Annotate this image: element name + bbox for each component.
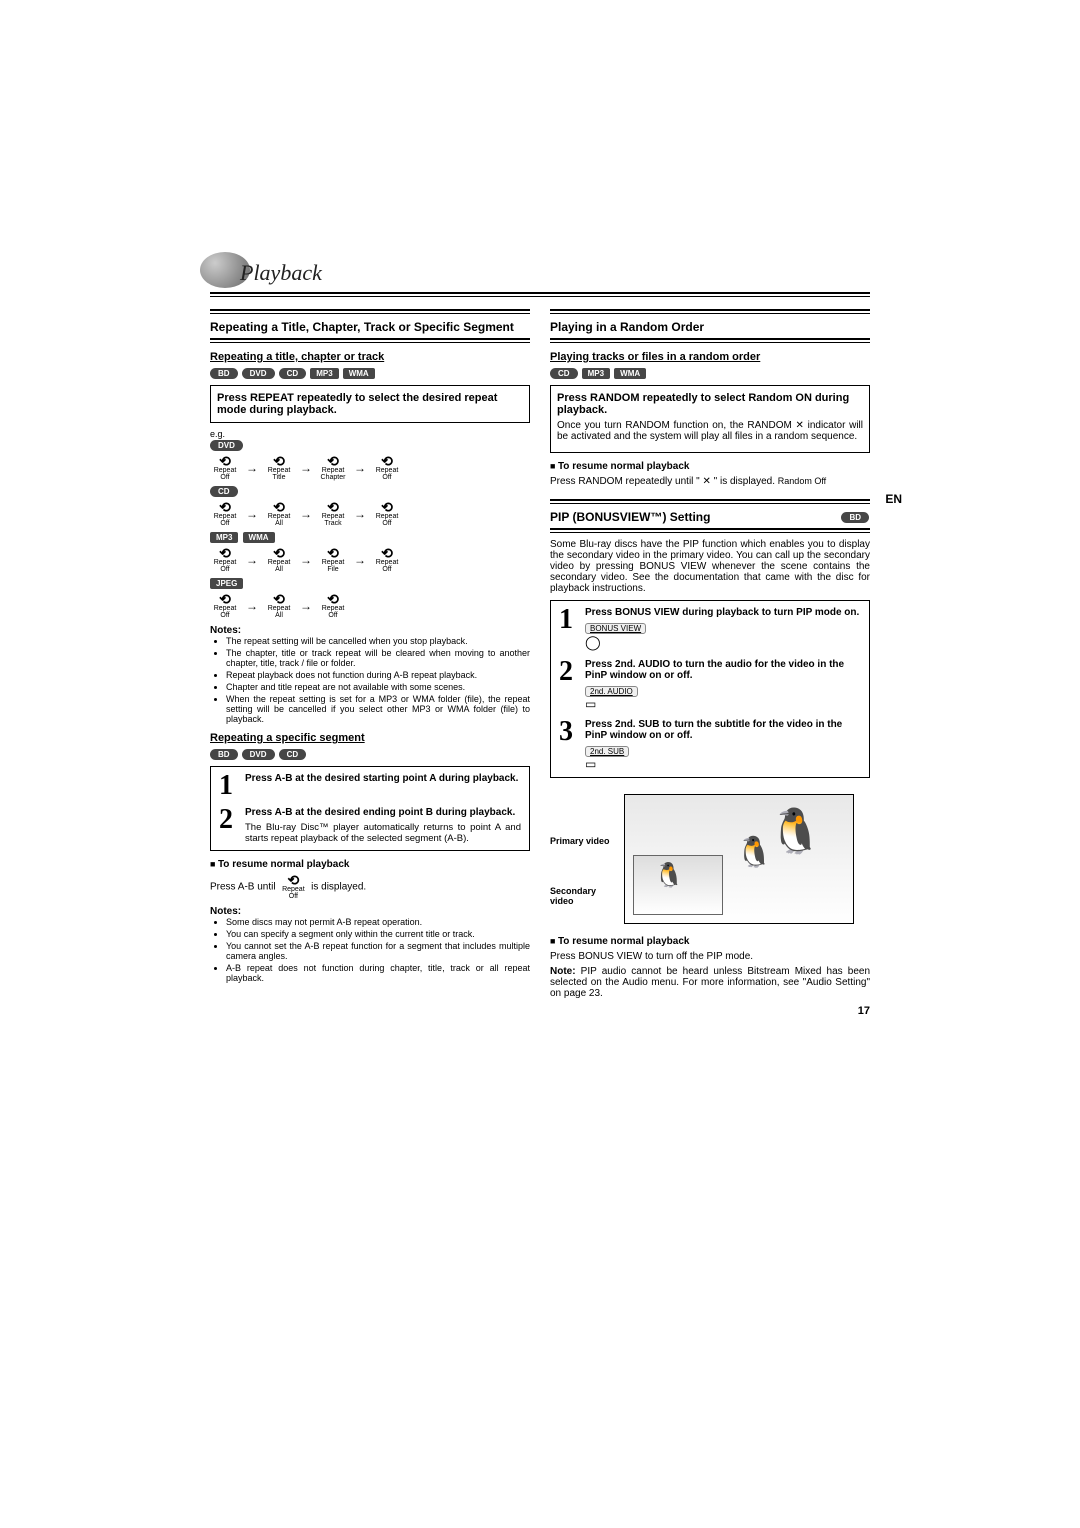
resume-body: Press BONUS VIEW to turn off the PIP mod… [550, 951, 870, 962]
instruction-box: Press RANDOM repeatedly to select Random… [550, 385, 870, 453]
step-number: 1 [219, 773, 239, 799]
resume-heading: To resume normal playback [210, 859, 530, 870]
badge-mp3: MP3 [582, 368, 610, 379]
badge-cd: CD [550, 368, 578, 379]
disc-badges: BD DVD CD [210, 748, 530, 760]
section-title: Playing in a Random Order [550, 320, 870, 334]
step-1: 1 Press A-B at the desired starting poin… [219, 773, 521, 799]
badge-bd: BD [841, 512, 869, 523]
instruction-text: Press RANDOM repeatedly to select Random… [557, 392, 849, 416]
secondary-video-label: Secondary video [550, 886, 620, 906]
disc-badges: BD DVD CD MP3 WMA [210, 367, 530, 379]
resume-body: Press A-B until ⟲Repeat Off is displayed… [210, 874, 530, 900]
badge-dvd: DVD [210, 440, 243, 451]
step-2: 2 Press A-B at the desired ending point … [219, 807, 521, 844]
repeat-diagram-dvd: DVD ⟲Repeat Off→ ⟲Repeat Title→ ⟲Repeat … [210, 439, 530, 481]
notes-list: Some discs may not permit A-B repeat ope… [210, 917, 530, 983]
instruction-box: Press REPEAT repeatedly to select the de… [210, 385, 530, 423]
section-title: PIP (BONUSVIEW™) Setting [550, 510, 710, 524]
step-text: Press 2nd. AUDIO to turn the audio for t… [585, 659, 861, 681]
steps-box: 1 Press BONUS VIEW during playback to tu… [550, 600, 870, 778]
badge-mp3: MP3 [210, 532, 238, 543]
rule-thin [210, 296, 870, 297]
note-item: The repeat setting will be cancelled whe… [226, 636, 530, 646]
penguin-secondary-icon: 🐧 [654, 861, 684, 890]
section-title: Repeating a Title, Chapter, Track or Spe… [210, 320, 530, 334]
step-number: 3 [559, 719, 579, 771]
badge-dvd: DVD [242, 749, 275, 760]
remote-bonus-view-icon: BONUS VIEW [585, 623, 646, 634]
badge-cd: CD [210, 486, 238, 497]
step-text: Press A-B at the desired ending point B … [245, 807, 521, 818]
step-3: 3 Press 2nd. SUB to turn the subtitle fo… [559, 719, 861, 771]
repeat-diagram-jpeg: JPEG ⟲Repeat Off→ ⟲Repeat All→ ⟲Repeat O… [210, 577, 530, 619]
note-item: A-B repeat does not function during chap… [226, 963, 530, 983]
resume-body: Press RANDOM repeatedly until " ✕ " is d… [550, 476, 870, 487]
badge-wma: WMA [614, 368, 646, 379]
penguin-primary-icon: 🐧 [768, 805, 823, 857]
note-item: Repeat playback does not function during… [226, 670, 530, 680]
step-1: 1 Press BONUS VIEW during playback to tu… [559, 607, 861, 651]
badge-bd: BD [210, 749, 238, 760]
note-item: The chapter, title or track repeat will … [226, 648, 530, 668]
subheading: Repeating a specific segment [210, 732, 530, 744]
badge-wma: WMA [243, 532, 275, 543]
remote-2nd-sub-icon: 2nd. SUB [585, 746, 629, 757]
note-item: Chapter and title repeat are not availab… [226, 682, 530, 692]
left-column: Repeating a Title, Chapter, Track or Spe… [210, 305, 530, 1003]
steps-box: 1 Press A-B at the desired starting poin… [210, 766, 530, 851]
notes-heading: Notes: [210, 625, 530, 636]
step-2: 2 Press 2nd. AUDIO to turn the audio for… [559, 659, 861, 711]
instruction-body: Once you turn RANDOM function on, the RA… [557, 420, 863, 442]
repeat-diagram-cd: CD ⟲Repeat Off→ ⟲Repeat All→ ⟲Repeat Tra… [210, 485, 530, 527]
resume-heading: To resume normal playback [550, 461, 870, 472]
pip-note: Note: PIP audio cannot be heard unless B… [550, 966, 870, 999]
primary-video-label: Primary video [550, 836, 620, 846]
badge-dvd: DVD [242, 368, 275, 379]
step-number: 2 [219, 807, 239, 844]
chapter-title: Playback [210, 260, 870, 286]
pip-secondary-window: 🐧 [633, 855, 723, 915]
note-item: When the repeat setting is set for a MP3… [226, 694, 530, 724]
badge-jpeg: JPEG [210, 578, 243, 589]
badge-wma: WMA [343, 368, 375, 379]
language-tab: EN [885, 492, 902, 506]
note-item: You cannot set the A-B repeat function f… [226, 941, 530, 961]
subheading: Repeating a title, chapter or track [210, 351, 530, 363]
disc-badges: CD MP3 WMA [550, 367, 870, 379]
badge-cd: CD [279, 368, 307, 379]
notes-heading: Notes: [210, 906, 530, 917]
note-item: Some discs may not permit A-B repeat ope… [226, 917, 530, 927]
step-text: Press A-B at the desired starting point … [245, 773, 518, 799]
subheading: Playing tracks or files in a random orde… [550, 351, 870, 363]
badge-cd: CD [279, 749, 307, 760]
step-body: The Blu-ray Disc™ player automatically r… [245, 822, 521, 844]
notes-list: The repeat setting will be cancelled whe… [210, 636, 530, 724]
note-item: You can specify a segment only within th… [226, 929, 530, 939]
penguin-primary-icon: 🐧 [736, 835, 773, 870]
rule-heavy [210, 292, 870, 294]
remote-2nd-audio-icon: 2nd. AUDIO [585, 686, 638, 697]
pip-intro: Some Blu-ray discs have the PIP function… [550, 539, 870, 594]
badge-bd: BD [210, 368, 238, 379]
pip-illustration: 🐧 🐧 🐧 [624, 794, 854, 924]
page-number: 17 [858, 1005, 870, 1017]
step-number: 2 [559, 659, 579, 711]
random-off-label: Random Off [778, 476, 826, 486]
instruction-text: Press REPEAT repeatedly to select the de… [217, 392, 497, 416]
badge-mp3: MP3 [310, 368, 338, 379]
step-number: 1 [559, 607, 579, 651]
step-text: Press 2nd. SUB to turn the subtitle for … [585, 719, 861, 741]
repeat-diagram-mp3wma: MP3 WMA ⟲Repeat Off→ ⟲Repeat All→ ⟲Repea… [210, 531, 530, 573]
resume-heading: To resume normal playback [550, 936, 870, 947]
step-text: Press BONUS VIEW during playback to turn… [585, 607, 859, 618]
manual-page: EN Playback Repeating a Title, Chapter, … [210, 260, 870, 1003]
example-label: e.g. [210, 429, 530, 439]
right-column: Playing in a Random Order Playing tracks… [550, 305, 870, 1003]
